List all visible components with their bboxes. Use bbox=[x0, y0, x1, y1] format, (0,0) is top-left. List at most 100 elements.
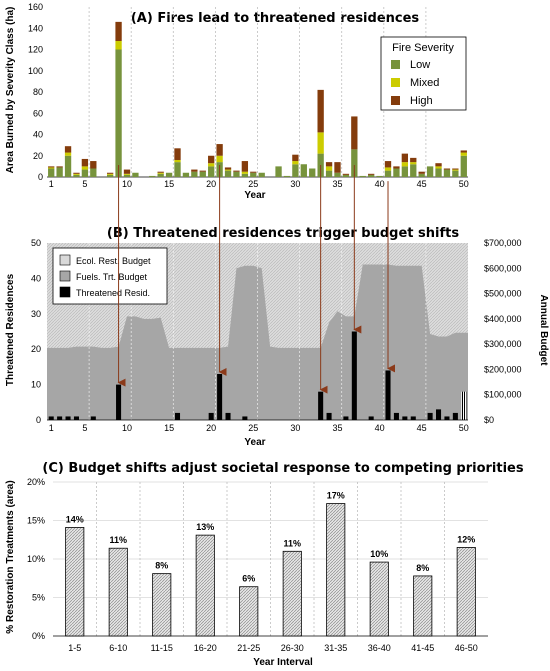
bar-interval bbox=[152, 573, 172, 637]
x-tick-label: 5 bbox=[82, 179, 87, 189]
bar-interval bbox=[413, 575, 433, 637]
area-fuels-trt-budget bbox=[47, 264, 468, 420]
bar-threatened-resid bbox=[436, 409, 442, 420]
data-label: 12% bbox=[457, 534, 475, 544]
x-tick-label: 11-15 bbox=[151, 643, 173, 653]
bar-low bbox=[435, 168, 442, 177]
x-tick-label: 1 bbox=[49, 423, 54, 433]
bar-threatened-resid bbox=[242, 416, 248, 420]
bar-mixed bbox=[48, 167, 55, 169]
data-label: 8% bbox=[155, 561, 168, 571]
legend-swatch bbox=[59, 270, 71, 282]
x-tick-label: 1-5 bbox=[68, 643, 81, 653]
y-tick-label: 140 bbox=[28, 23, 43, 33]
bar-mixed bbox=[174, 160, 181, 163]
bar-high bbox=[384, 161, 392, 168]
bar-mixed bbox=[81, 166, 89, 170]
data-label: 11% bbox=[109, 535, 127, 545]
bar-low bbox=[48, 168, 55, 177]
x-tick-label: 15 bbox=[164, 423, 174, 433]
x-tick-label: 50 bbox=[459, 423, 469, 433]
x-tick-label: 30 bbox=[290, 179, 300, 189]
panel-c-y-ticks: 0% 5% 10% 15% 20% bbox=[27, 477, 45, 641]
bar-threatened-resid bbox=[343, 416, 349, 420]
bar-high bbox=[233, 170, 240, 172]
bar-threatened-resid bbox=[452, 412, 458, 420]
data-label: 10% bbox=[370, 549, 388, 559]
y-tick-label: 30 bbox=[31, 309, 41, 319]
bar-low bbox=[309, 168, 316, 177]
y-tick-label: 40 bbox=[33, 130, 43, 140]
panel-b-legend-box bbox=[52, 247, 168, 305]
bar-high bbox=[342, 173, 350, 175]
bar-low bbox=[384, 170, 392, 177]
bar-low bbox=[283, 175, 291, 177]
bar-high bbox=[410, 157, 417, 163]
x-tick-label: 45 bbox=[417, 179, 427, 189]
y-tick-label: 40 bbox=[31, 273, 41, 283]
x-tick-label: 20 bbox=[206, 423, 216, 433]
bar-high bbox=[123, 169, 131, 174]
bar-mixed bbox=[208, 163, 215, 167]
legend-swatch bbox=[59, 254, 71, 266]
bar-high bbox=[106, 172, 114, 174]
x-tick-label: 50 bbox=[459, 179, 469, 189]
bar-high bbox=[73, 172, 80, 174]
panel-c-x-ticks: 1-5 6-10 11-15 16-20 21-25 26-30 31-35 36-40 41-… bbox=[68, 643, 478, 653]
linking-arrows bbox=[117, 165, 396, 394]
bar-interval bbox=[456, 547, 476, 637]
bar-threatened-resid bbox=[410, 416, 416, 420]
bar-low bbox=[393, 168, 400, 177]
bar-threatened-resid bbox=[427, 412, 433, 420]
x-tick-label: 25 bbox=[248, 179, 258, 189]
bar-high bbox=[317, 89, 324, 133]
bar-low bbox=[426, 166, 434, 177]
bar-mixed bbox=[216, 155, 223, 163]
y-tick-label: 100 bbox=[28, 66, 43, 76]
bar-high bbox=[418, 171, 425, 174]
bar-low bbox=[233, 171, 240, 177]
panel-b-y2-ticks: $0 $100,000 $200,000 $300,000 $400,000 $500,0… bbox=[484, 238, 522, 425]
bar-low bbox=[64, 155, 72, 177]
bar-low bbox=[123, 174, 131, 177]
data-label: 14% bbox=[66, 514, 84, 524]
bar-high bbox=[460, 150, 467, 153]
bar-low bbox=[132, 172, 139, 177]
bar-threatened-resid bbox=[385, 370, 391, 420]
y-tick-label: 0% bbox=[32, 631, 45, 641]
bar-high bbox=[393, 166, 400, 169]
panel-b-y-ticks: 0 10 20 30 40 50 bbox=[31, 238, 41, 425]
bar-interval bbox=[195, 534, 215, 637]
bar-low bbox=[208, 166, 215, 177]
bar-low bbox=[443, 169, 451, 177]
bar-high bbox=[443, 168, 451, 170]
bar-high bbox=[292, 154, 299, 162]
bar-low bbox=[191, 171, 198, 177]
data-label: 8% bbox=[416, 563, 429, 573]
bar-threatened-resid bbox=[73, 416, 79, 420]
panel-a-xlabel: Year bbox=[244, 190, 265, 201]
bar-low bbox=[90, 168, 97, 177]
y-tick-label: 20 bbox=[33, 151, 43, 161]
x-tick-label: 16-20 bbox=[194, 643, 217, 653]
x-tick-label: 6-10 bbox=[109, 643, 127, 653]
panel-a-title: (A) Fires lead to threatened residences bbox=[131, 11, 420, 26]
panel-b-x-ticks: 1 5 10 15 20 25 30 35 40 45 50 bbox=[49, 423, 469, 433]
data-label: 11% bbox=[283, 538, 301, 548]
bar-low bbox=[224, 170, 232, 177]
bar-mixed bbox=[73, 173, 80, 175]
bar-low bbox=[342, 174, 350, 177]
y-tick-label: 160 bbox=[28, 2, 43, 12]
bar-mixed bbox=[460, 152, 467, 156]
bar-interval bbox=[326, 503, 346, 637]
x-tick-label: 20 bbox=[206, 179, 216, 189]
x-tick-label: 1 bbox=[49, 179, 54, 189]
panel-a-legend: Fire Severity Low Mixed High bbox=[380, 36, 467, 111]
bar-high bbox=[216, 144, 223, 156]
panel-b-xlabel: Year bbox=[244, 437, 265, 448]
panel-b-title: (B) Threatened residences trigger budget… bbox=[107, 226, 459, 241]
y-tick-label: 80 bbox=[33, 87, 43, 97]
panel-b-legend-items: Ecol. Rest. Budget Fuels. Trt. Budget Thre… bbox=[59, 254, 151, 298]
panel-b-ylabel: Threatened Residences bbox=[5, 273, 16, 386]
